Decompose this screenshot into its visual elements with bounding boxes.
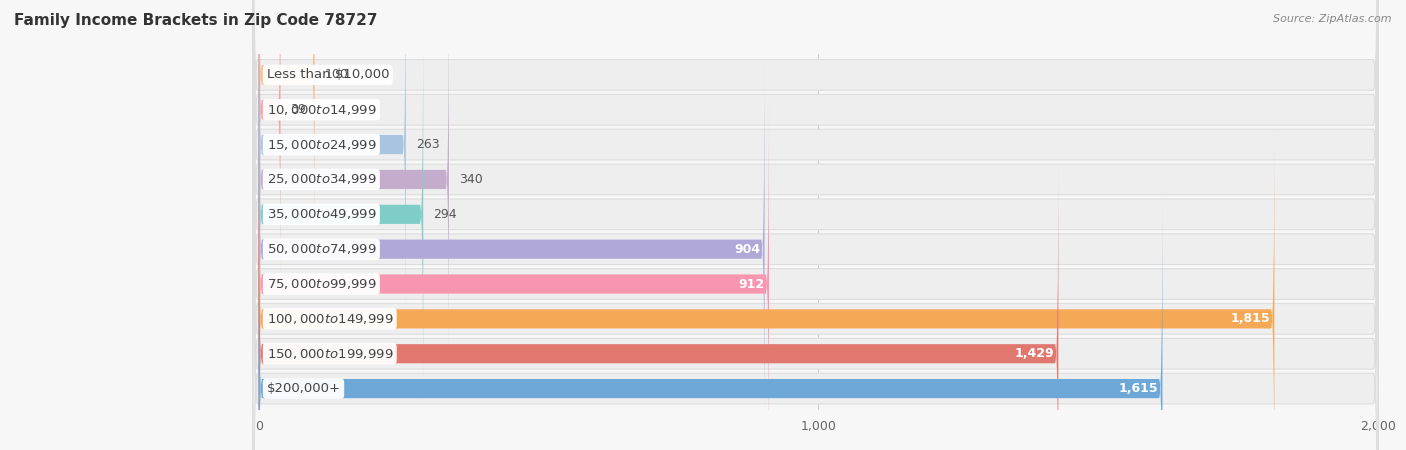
FancyBboxPatch shape bbox=[253, 0, 1378, 450]
Text: $150,000 to $199,999: $150,000 to $199,999 bbox=[267, 347, 394, 361]
FancyBboxPatch shape bbox=[259, 85, 769, 450]
Text: $200,000+: $200,000+ bbox=[267, 382, 340, 395]
FancyBboxPatch shape bbox=[253, 0, 1378, 373]
Text: $35,000 to $49,999: $35,000 to $49,999 bbox=[267, 207, 377, 221]
FancyBboxPatch shape bbox=[253, 0, 1378, 408]
FancyBboxPatch shape bbox=[253, 0, 1378, 450]
Text: 100: 100 bbox=[325, 68, 349, 81]
Text: 1,429: 1,429 bbox=[1014, 347, 1054, 360]
Text: 912: 912 bbox=[738, 278, 765, 291]
FancyBboxPatch shape bbox=[253, 90, 1378, 450]
FancyBboxPatch shape bbox=[253, 0, 1378, 443]
FancyBboxPatch shape bbox=[253, 55, 1378, 450]
FancyBboxPatch shape bbox=[259, 0, 281, 309]
Text: $10,000 to $14,999: $10,000 to $14,999 bbox=[267, 103, 377, 117]
Text: Family Income Brackets in Zip Code 78727: Family Income Brackets in Zip Code 78727 bbox=[14, 14, 378, 28]
Text: Less than $10,000: Less than $10,000 bbox=[267, 68, 389, 81]
Text: 294: 294 bbox=[433, 208, 457, 221]
Text: $15,000 to $24,999: $15,000 to $24,999 bbox=[267, 138, 377, 152]
Text: $100,000 to $149,999: $100,000 to $149,999 bbox=[267, 312, 394, 326]
Text: Source: ZipAtlas.com: Source: ZipAtlas.com bbox=[1274, 14, 1392, 23]
FancyBboxPatch shape bbox=[259, 119, 1274, 450]
Text: 1,615: 1,615 bbox=[1118, 382, 1159, 395]
FancyBboxPatch shape bbox=[253, 0, 1378, 338]
FancyBboxPatch shape bbox=[259, 189, 1163, 450]
Text: $75,000 to $99,999: $75,000 to $99,999 bbox=[267, 277, 377, 291]
FancyBboxPatch shape bbox=[259, 50, 765, 449]
FancyBboxPatch shape bbox=[259, 154, 1059, 450]
FancyBboxPatch shape bbox=[259, 0, 406, 344]
FancyBboxPatch shape bbox=[259, 0, 315, 274]
Text: 340: 340 bbox=[458, 173, 482, 186]
Text: 263: 263 bbox=[416, 138, 440, 151]
Text: 904: 904 bbox=[734, 243, 761, 256]
FancyBboxPatch shape bbox=[259, 15, 423, 414]
FancyBboxPatch shape bbox=[259, 0, 449, 379]
Text: $50,000 to $74,999: $50,000 to $74,999 bbox=[267, 242, 377, 256]
FancyBboxPatch shape bbox=[253, 21, 1378, 450]
Text: 39: 39 bbox=[291, 103, 307, 116]
FancyBboxPatch shape bbox=[253, 125, 1378, 450]
Text: 1,815: 1,815 bbox=[1230, 312, 1270, 325]
Text: $25,000 to $34,999: $25,000 to $34,999 bbox=[267, 172, 377, 186]
